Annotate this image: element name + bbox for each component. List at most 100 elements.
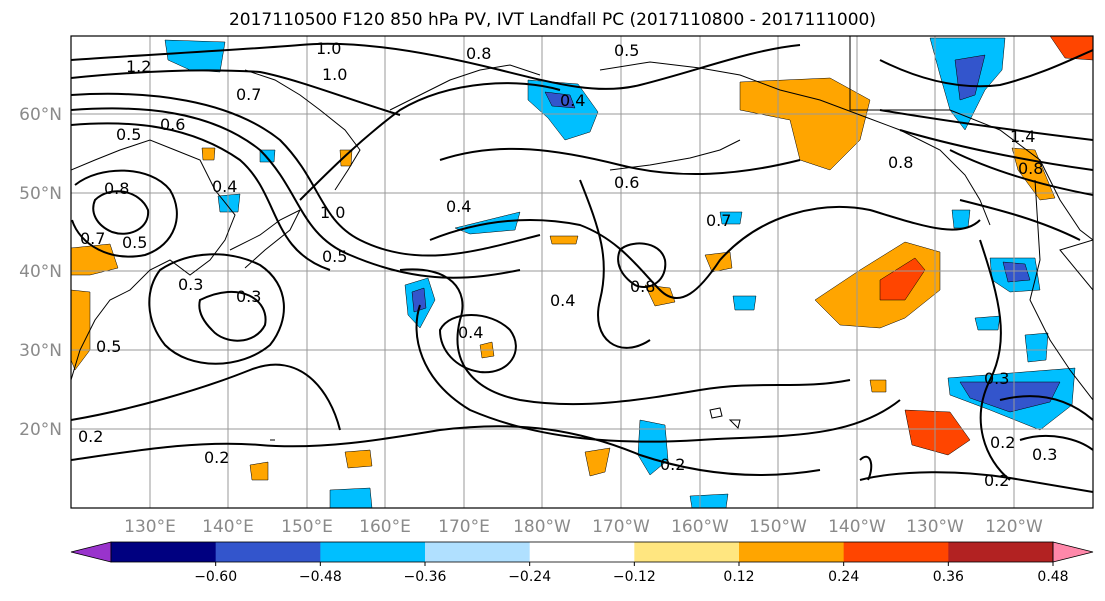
lon-tick-label: 120°W [985, 517, 1043, 537]
contour-label: 0.3 [236, 287, 261, 306]
colorbar-segment [425, 542, 531, 562]
lon-tick-label: 160°E [359, 517, 411, 537]
colorbar-segment [948, 542, 1054, 562]
map-title: 2017110500 F120 850 hPa PV, IVT Landfall… [228, 10, 876, 30]
contour-label: 0.3 [984, 369, 1009, 388]
contour-label: 1.0 [322, 65, 347, 84]
contour-label: 0.2 [204, 448, 229, 467]
contour-label: 0.5 [116, 125, 141, 144]
contour-label: 0.8 [630, 277, 655, 296]
colorbar-tick-label: 0.24 [828, 569, 859, 585]
colorbar-extend-max [1052, 541, 1094, 563]
map-frame [70, 35, 1094, 509]
contour-label: 1.0 [320, 203, 345, 222]
colorbar-segment [739, 542, 845, 562]
colorbar: −0.60 −0.48 −0.36 −0.24 −0.12 0.12 0.24 0.36 0.4… [70, 541, 1094, 585]
shade-blue-bering [527, 79, 599, 141]
shade-navy-bering [544, 91, 576, 109]
lon-tick-label: 140°E [202, 517, 254, 537]
colorbar-segment [529, 542, 635, 562]
lon-tick-label: 180°W [513, 517, 571, 537]
shade-orange-small-8 [201, 147, 216, 161]
lat-tick-label: 60°N [19, 105, 62, 125]
colorbar-segment [111, 542, 217, 562]
contour-label: 0.7 [236, 85, 261, 104]
contour-label: 0.8 [466, 44, 491, 63]
colorbar-tick-label: −0.48 [299, 569, 342, 585]
lat-axis: 60°N 50°N 40°N 30°N 20°N [19, 105, 62, 440]
contour-label: 0.3 [178, 275, 203, 294]
colorbar-tick-label: 0.36 [933, 569, 964, 585]
contour-label: 0.4 [550, 291, 575, 310]
shade-orange-small-3 [344, 449, 373, 469]
colorbar-tick-label: −0.36 [404, 569, 447, 585]
lat-tick-label: 30°N [19, 341, 62, 361]
contour-label: 0.5 [322, 247, 347, 266]
shade-orange-small-2 [584, 447, 611, 477]
contour-label: 0.8 [1018, 159, 1043, 178]
contour-label: 0.5 [96, 337, 121, 356]
lon-tick-label: 170°E [438, 517, 490, 537]
colorbar-tick-label: −0.24 [508, 569, 551, 585]
colorbar-tick-label: 0.12 [723, 569, 754, 585]
contour-label: 0.2 [78, 427, 103, 446]
contour-label: 0.2 [660, 455, 685, 474]
shade-red-east-pacific [879, 257, 926, 301]
shade-blue-small-2 [689, 493, 729, 508]
map-panel: 1.0 1.2 1.0 0.8 0.5 0.7 0.6 0.5 0.8 0.4 … [71, 36, 1093, 508]
lon-tick-label: 130°E [124, 517, 176, 537]
colorbar-tick-label: 0.48 [1037, 569, 1068, 585]
shade-blue-small-5 [974, 315, 1001, 331]
contour-label: 0.7 [706, 211, 731, 230]
shade-blue-small-7 [217, 193, 241, 213]
shade-red-subtropics [904, 409, 971, 456]
coastlines [71, 36, 1093, 441]
contour-label: 0.4 [560, 91, 585, 110]
lon-tick-label: 140°W [828, 517, 886, 537]
contour-label: 0.7 [80, 229, 105, 248]
colorbar-frame [110, 541, 1054, 563]
shade-orange-alaska [739, 77, 871, 171]
colorbar-segment [634, 542, 740, 562]
contour-label: 1.0 [316, 39, 341, 58]
lon-tick-label: 130°W [906, 517, 964, 537]
lat-tick-label: 40°N [19, 262, 62, 282]
pv-contours [71, 42, 1093, 493]
shade-blue-small-6 [732, 295, 757, 311]
colorbar-tick-label: −0.12 [613, 569, 656, 585]
shade-orange-small-4 [249, 461, 269, 481]
shade-orange-west-coast [1011, 147, 1056, 201]
lat-tick-label: 20°N [19, 420, 62, 440]
contour-label: 0.4 [446, 197, 471, 216]
colorbar-segment [215, 542, 321, 562]
contour-label: 1.4 [1010, 127, 1035, 146]
lon-axis: 130°E 140°E 150°E 160°E 170°E 180°W 170°… [124, 517, 1043, 537]
shade-orange-small-5 [549, 235, 579, 245]
contour-label: 0.4 [212, 177, 237, 196]
lon-tick-label: 150°W [749, 517, 807, 537]
colorbar-segment [843, 542, 949, 562]
shade-blue-small-9 [719, 211, 743, 225]
contour-label: 0.8 [104, 179, 129, 198]
shade-navy-160e [411, 287, 427, 313]
contour-label: 0.2 [990, 433, 1015, 452]
shade-blue-small-3 [329, 487, 373, 508]
shade-blue-small-4 [1024, 332, 1049, 363]
contour-labels: 1.0 1.2 1.0 0.8 0.5 0.7 0.6 0.5 0.8 0.4 … [78, 39, 1057, 490]
contour-label: 0.8 [888, 153, 913, 172]
contour-label: 0.5 [122, 233, 147, 252]
colorbar-segment [320, 542, 426, 562]
contour-label: 0.6 [160, 115, 185, 134]
contour-label: 0.3 [1032, 445, 1057, 464]
contour-label: 0.5 [614, 41, 639, 60]
shade-navy-california [1002, 261, 1031, 283]
contour-label: 0.6 [614, 173, 639, 192]
shade-navy-north-america [954, 54, 986, 101]
lon-tick-label: 160°W [671, 517, 729, 537]
lon-tick-label: 150°E [281, 517, 333, 537]
contour-label: 0.2 [984, 471, 1009, 490]
shade-orange-160w [644, 284, 676, 307]
shade-orange-small-7 [869, 379, 887, 393]
shade-blue-small-10 [951, 209, 971, 229]
